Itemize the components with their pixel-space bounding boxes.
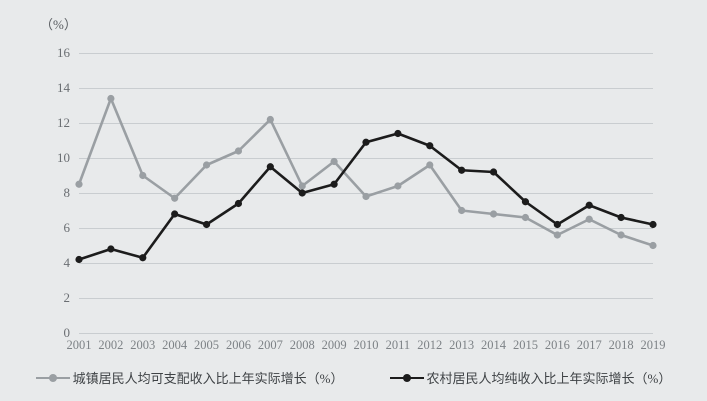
legend-item-1[interactable]: 城镇居民人均可支配收入比上年实际增长（%）: [35, 368, 344, 387]
x-tick-label: 2006: [225, 338, 251, 352]
series-layer: [75, 94, 657, 264]
x-tick-label: 2014: [481, 338, 507, 352]
data-point: [426, 161, 434, 169]
gridline: [79, 228, 653, 229]
data-point: [362, 138, 370, 146]
series-2: [75, 129, 657, 264]
y-tick-label: 10: [57, 150, 70, 165]
x-tick-label: 2018: [608, 338, 634, 352]
data-point: [553, 231, 561, 239]
data-point: [489, 168, 498, 176]
data-point: [458, 206, 466, 215]
data-point: [266, 163, 274, 171]
y-tick-label: 0: [63, 325, 71, 340]
gridline: [79, 53, 653, 54]
legend-label: 农村居民人均纯收入比上年实际增长（%）: [426, 371, 672, 386]
data-point: [107, 94, 115, 103]
x-tick-label: 2002: [98, 338, 124, 352]
data-point: [298, 182, 306, 190]
data-point: [426, 142, 434, 150]
y-tick-label: 14: [57, 80, 70, 95]
x-tick-label: 2009: [321, 338, 347, 352]
data-point: [362, 192, 370, 201]
data-point: [298, 189, 306, 197]
data-point: [394, 129, 402, 138]
legend-label: 城镇居民人均可支配收入比上年实际增长（%）: [72, 371, 344, 386]
data-point: [266, 115, 274, 124]
x-tick-label: 2007: [257, 338, 283, 352]
series-line: [77, 97, 655, 247]
data-point: [139, 254, 147, 262]
y-tick-label: 8: [63, 185, 71, 200]
gridline: [79, 158, 653, 159]
series-1: [75, 94, 657, 250]
data-point: [234, 199, 243, 208]
x-tick-label: 2015: [512, 338, 538, 352]
plot-area: [75, 53, 657, 334]
x-tick-label: 2012: [417, 338, 443, 352]
data-point: [75, 180, 83, 188]
legend-item-2[interactable]: 农村居民人均纯收入比上年实际增长（%）: [389, 368, 672, 387]
x-tick-label: 2010: [353, 338, 379, 352]
data-point: [585, 215, 593, 223]
legend-dot: [402, 373, 411, 382]
data-point: [489, 210, 498, 218]
x-tick-label: 2013: [449, 338, 475, 352]
data-point: [521, 198, 530, 206]
legend-marker-icon: [35, 372, 70, 384]
data-point: [649, 220, 657, 229]
x-tick-label: 2005: [194, 338, 220, 352]
gridline: [79, 298, 653, 299]
gridline: [79, 263, 653, 264]
data-point: [394, 182, 402, 190]
gridline: [79, 88, 653, 89]
data-point: [553, 220, 561, 229]
data-point: [171, 210, 179, 218]
y-axis-tick-labels: 0 2 4 6 8 10 12 14 16: [40, 45, 71, 340]
chart-legend: 城镇居民人均可支配收入比上年实际增长（%） 农村居民人均纯收入比上年实际增长（%）: [0, 368, 707, 387]
x-tick-label: 2004: [162, 338, 188, 352]
data-point: [171, 194, 179, 202]
data-point: [521, 213, 530, 222]
data-point: [617, 213, 625, 222]
data-point: [234, 147, 243, 155]
data-point: [585, 201, 593, 209]
data-point: [202, 220, 211, 229]
data-point: [107, 245, 115, 253]
y-tick-label: 12: [57, 115, 70, 130]
gridline: [79, 333, 653, 334]
legend-marker-icon: [389, 372, 424, 384]
data-point: [330, 157, 338, 166]
x-tick-label: 2017: [576, 338, 602, 352]
data-point: [202, 161, 211, 169]
data-point: [649, 241, 657, 250]
gridline: [79, 123, 653, 124]
x-tick-label: 2008: [289, 338, 315, 352]
x-tick-label: 2016: [544, 338, 570, 352]
y-tick-label: 6: [63, 220, 71, 235]
x-tick-label: 2003: [130, 338, 156, 352]
y-tick-label: 2: [63, 290, 71, 305]
data-point: [617, 231, 625, 239]
data-point: [139, 171, 147, 180]
y-tick-label: 16: [57, 45, 70, 60]
y-axis-unit-label: （%）: [40, 17, 77, 32]
x-tick-label: 2019: [640, 338, 666, 352]
x-axis-tick-labels: 2001 2002 2003 2004 2005 2006 2007 2008 2009 2010…: [67, 338, 666, 358]
y-tick-label: 4: [63, 255, 71, 270]
data-point: [75, 255, 83, 264]
x-tick-label: 2001: [66, 338, 92, 352]
data-point: [458, 166, 466, 174]
legend-dot: [48, 373, 57, 382]
data-point: [330, 180, 338, 188]
x-tick-label: 2011: [385, 338, 411, 352]
